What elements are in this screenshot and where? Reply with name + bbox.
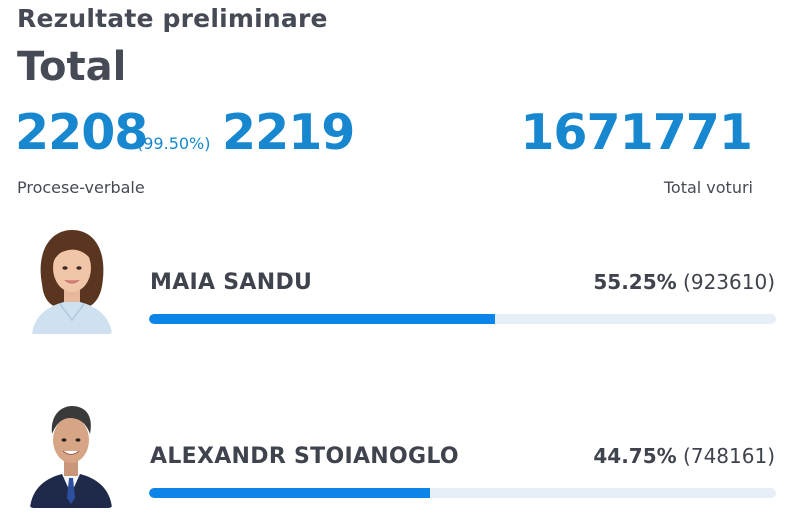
candidate-result: 44.75% (748161) — [593, 444, 775, 468]
candidate-votes: (748161) — [683, 444, 775, 468]
avatar-woman-drawing — [28, 224, 114, 334]
candidate-result: 55.25% (923610) — [593, 270, 775, 294]
woman-portrait-icon — [28, 224, 114, 334]
candidate-percent: 55.25% — [593, 270, 677, 294]
pv-label: Procese-verbale — [17, 178, 145, 197]
candidate-name: ALEXANDR STOIANOGLO — [150, 444, 459, 469]
result-bar-track — [149, 488, 776, 498]
candidate-row: MAIA SANDU 55.25% (923610) — [0, 218, 800, 338]
result-bar-fill — [149, 488, 430, 498]
avatar-man-drawing — [28, 398, 114, 508]
candidate-name: MAIA SANDU — [150, 270, 313, 295]
pv-counted-value: 2208 — [15, 104, 148, 161]
votes-total-value: 1671771 — [520, 104, 753, 161]
man-portrait-icon — [28, 398, 114, 508]
candidate-percent: 44.75% — [593, 444, 677, 468]
pv-percent-value: (99.50%) — [137, 134, 211, 153]
result-bar-fill — [149, 314, 496, 324]
candidate-row: ALEXANDR STOIANOGLO 44.75% (748161) — [0, 392, 800, 512]
pv-total-value: 2219 — [222, 104, 355, 161]
result-bar-track — [149, 314, 776, 324]
page-heading: Rezultate preliminare — [17, 4, 328, 33]
candidate-votes: (923610) — [683, 270, 775, 294]
section-title: Total — [17, 44, 127, 90]
votes-label: Total voturi — [663, 178, 753, 197]
